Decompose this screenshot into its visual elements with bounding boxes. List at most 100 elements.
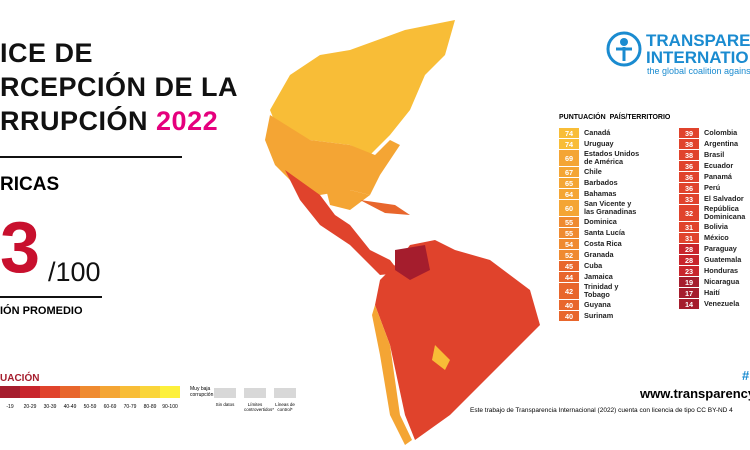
legend-swatch [40, 386, 60, 398]
score-cell: 32 [679, 205, 699, 221]
table-row: 42 Trinidad y Tobago [559, 283, 642, 299]
rule [0, 156, 182, 158]
score-cell: 14 [679, 299, 699, 309]
country: Trinidad y Tobago [584, 282, 619, 299]
country: Bolivia [704, 222, 728, 231]
legend-label: 20-29 [23, 404, 37, 410]
score-cell: 40 [559, 300, 579, 310]
country: República Dominicana [704, 204, 746, 221]
logo-line: TRANSPARE [646, 31, 750, 50]
table-row: 69 Estados Unidos de América [559, 150, 642, 166]
south-america [375, 240, 540, 440]
legend-swatch [100, 386, 120, 398]
usa-south [325, 185, 370, 210]
table-row: 67 Chile [559, 167, 642, 177]
legend-title: UACIÓN [0, 373, 40, 384]
title-line: ICE DE [0, 38, 94, 68]
country: Haití [704, 288, 720, 297]
score-cell: 74 [559, 139, 579, 149]
country: San Vicente y las Granadinas [584, 199, 637, 216]
country: Honduras [704, 266, 739, 275]
table-header: PUNTUACIÓN PAÍS/TERRITORIO [559, 114, 670, 121]
table-row: 14 Venezuela [679, 299, 750, 309]
table-row: 64 Bahamas [559, 189, 642, 199]
country: Canadá [584, 128, 611, 137]
score-cell: 55 [559, 228, 579, 238]
country: El Salvador [704, 194, 744, 203]
table-col: 74 Canadá 74 Uruguay 69 Estados Unidos de Amé… [559, 128, 642, 322]
score-cell: 31 [679, 222, 699, 232]
legend-extra: Líneas de control* [274, 388, 296, 412]
country: Paraguay [704, 244, 737, 253]
legend-bin: 20-29 [20, 386, 40, 410]
table-row: 33 El Salvador [679, 194, 750, 204]
score-cell: 52 [559, 250, 579, 260]
score-cell: 69 [559, 150, 579, 166]
legend-swatch [120, 386, 140, 398]
country: Guyana [584, 300, 611, 309]
chile [372, 305, 412, 445]
mexico [285, 170, 400, 275]
table-row: 74 Uruguay [559, 139, 642, 149]
header-country: PAÍS/TERRITORIO [609, 114, 671, 121]
legend-high: Muy baja corrupción [190, 386, 214, 398]
title-text: RRUPCIÓN [0, 106, 149, 136]
table-row: 55 Santa Lucía [559, 228, 642, 238]
country: Costa Rica [584, 239, 622, 248]
table-row: 60 San Vicente y las Granadinas [559, 200, 642, 216]
table-row: 36 Perú [679, 183, 750, 193]
score-cell: 64 [559, 189, 579, 199]
title-line: RRUPCIÓN 2022 [0, 106, 218, 137]
url: www.transparency [640, 386, 750, 401]
score-cell: 31 [679, 233, 699, 243]
legend-swatch [244, 388, 266, 398]
rule [0, 296, 102, 298]
legend-bin: 60-69 [100, 386, 120, 410]
legend-label: -19 [6, 404, 14, 410]
legend-bin: 70-79 [120, 386, 140, 410]
score-cell: 42 [559, 283, 579, 299]
country: Cuba [584, 261, 603, 270]
logo-icon [606, 31, 642, 67]
table-row: 45 Cuba [559, 261, 642, 271]
score-cell: 40 [559, 311, 579, 321]
legend-label: 90-100 [162, 404, 178, 410]
usa [265, 115, 400, 195]
legend-swatch [274, 388, 296, 398]
legend-swatch [160, 386, 180, 398]
score-cell: 54 [559, 239, 579, 249]
score-caption: IÓN PROMEDIO [0, 305, 83, 317]
legend-swatch [60, 386, 80, 398]
logo-line: INTERNATIO [646, 48, 749, 67]
table-row: 40 Surinam [559, 311, 642, 321]
legend-label: 70-79 [123, 404, 137, 410]
license: Este trabajo de Transparencia Internacio… [470, 407, 733, 414]
country: Brasil [704, 150, 725, 159]
logo-tagline: the global coalition against [647, 66, 750, 76]
table-row: 54 Costa Rica [559, 239, 642, 249]
caribbean [360, 200, 410, 215]
country: Nicaragua [704, 277, 740, 286]
legend-bin: 50-59 [80, 386, 100, 410]
table-row: 74 Canadá [559, 128, 642, 138]
legend-extra: Límites controvertidos* [244, 388, 275, 412]
country: Jamaica [584, 272, 613, 281]
score-cell: 17 [679, 288, 699, 298]
legend-label: Límites controvertidos* [244, 402, 275, 412]
country: Venezuela [704, 299, 740, 308]
country: México [704, 233, 729, 242]
country: Santa Lucía [584, 228, 625, 237]
title-line: RCEPCIÓN DE LA [0, 72, 239, 102]
table-row: 28 Guatemala [679, 255, 750, 265]
score-cell: 28 [679, 244, 699, 254]
country: Granada [584, 250, 614, 259]
score-cell: 67 [559, 167, 579, 177]
table-row: 40 Guyana [559, 300, 642, 310]
score: 3 [0, 208, 41, 288]
legend-label: Líneas de control* [275, 402, 295, 412]
country: Dominica [584, 217, 617, 226]
country: Colombia [704, 128, 738, 137]
country: Guatemala [704, 255, 742, 264]
title-year: 2022 [156, 106, 219, 136]
